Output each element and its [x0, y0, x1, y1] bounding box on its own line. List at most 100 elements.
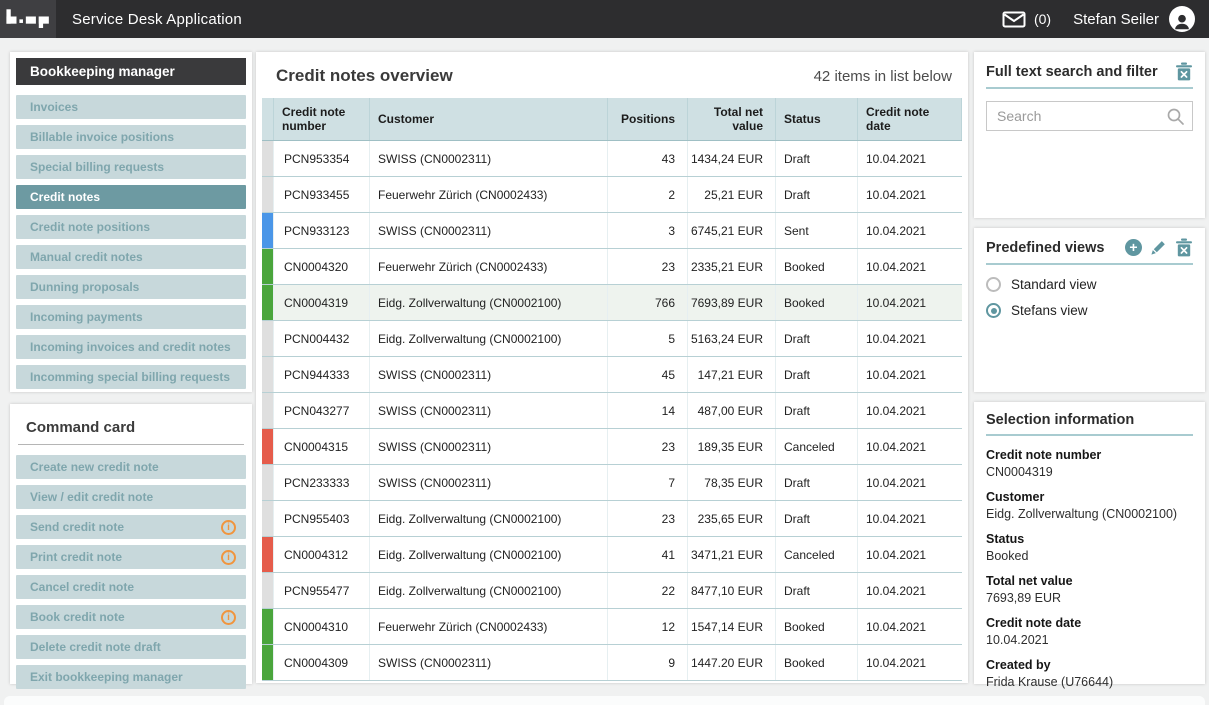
cell-customer: Feuerwehr Zürich (CN0002433): [370, 177, 608, 212]
table-row[interactable]: CN0004309 SWISS (CN0002311) 9 1447.20 EU…: [262, 645, 962, 681]
table-body: PCN953354 SWISS (CN0002311) 43 1434,24 E…: [262, 141, 962, 681]
status-strip-header: [262, 98, 274, 140]
sidebar-item[interactable]: Invoices: [16, 95, 246, 119]
table-row[interactable]: PCN233333 SWISS (CN0002311) 7 78,35 EUR …: [262, 465, 962, 501]
column-header[interactable]: Status: [776, 98, 858, 140]
delete-view-button[interactable]: [1175, 238, 1193, 257]
sidebar-item[interactable]: Dunning proposals: [16, 275, 246, 299]
cell-total-net-value: 2335,21 EUR: [688, 249, 776, 284]
table-row[interactable]: CN0004319 Eidg. Zollverwaltung (CN000210…: [262, 285, 962, 321]
cell-credit-note-date: 10.04.2021: [866, 295, 927, 310]
cell-total-net-value: 189,35 EUR: [688, 429, 776, 464]
sidebar-item[interactable]: Manual credit notes: [16, 245, 246, 269]
cell-positions: 766: [608, 285, 688, 320]
cell-credit-note-number: CN0004312: [274, 537, 370, 572]
radio-button[interactable]: [986, 303, 1001, 318]
cell-credit-note-number: PCN953354: [274, 141, 370, 176]
command-button[interactable]: Print credit note i: [16, 545, 246, 569]
table-row[interactable]: PCN944333 SWISS (CN0002311) 45 147,21 EU…: [262, 357, 962, 393]
cell-credit-note-date: 10.04.2021: [866, 331, 927, 346]
sidebar-item[interactable]: Incomming special billing requests: [16, 365, 246, 389]
cell-credit-note-number: PCN955403: [274, 501, 370, 536]
sidebar-item-label: Billable invoice positions: [30, 130, 175, 144]
sidebar-item[interactable]: Special billing requests: [16, 155, 246, 179]
mailbox-button[interactable]: (0): [1002, 11, 1051, 28]
views-panel-header: Predefined views +: [986, 238, 1193, 265]
row-status-strip: [262, 429, 274, 464]
cell-positions: 9: [608, 645, 688, 680]
view-option[interactable]: Standard view: [986, 277, 1193, 292]
table-row[interactable]: CN0004315 SWISS (CN0002311) 23 189,35 EU…: [262, 429, 962, 465]
trash-icon: [1176, 238, 1192, 257]
sidebar-item[interactable]: Incoming payments: [16, 305, 246, 329]
cell-customer: SWISS (CN0002311): [370, 465, 608, 500]
table-row[interactable]: CN0004310 Feuerwehr Zürich (CN0002433) 1…: [262, 609, 962, 645]
command-button[interactable]: Book credit note i: [16, 605, 246, 629]
column-header[interactable]: Customer: [370, 98, 608, 140]
row-status-strip: [262, 393, 274, 428]
cell-positions: 2: [608, 177, 688, 212]
command-button[interactable]: Create new credit note i: [16, 455, 246, 479]
sidebar-item-label: Special billing requests: [30, 160, 165, 174]
cell-total-net-value: 5163,24 EUR: [688, 321, 776, 356]
cell-total-net-value: 78,35 EUR: [688, 465, 776, 500]
cell-total-net-value: 8477,10 EUR: [688, 573, 776, 608]
view-option[interactable]: Stefans view: [986, 303, 1193, 318]
cell-credit-note-date: 10.04.2021: [866, 403, 927, 418]
selection-field-label: Credit note date: [986, 616, 1082, 630]
sidebar-item-label: Incomming special billing requests: [30, 370, 231, 384]
row-status-strip: [262, 141, 274, 176]
table-row[interactable]: PCN953354 SWISS (CN0002311) 43 1434,24 E…: [262, 141, 962, 177]
selection-field-value: Frida Krause (U76644): [986, 675, 1114, 689]
cell-positions: 43: [608, 141, 688, 176]
table-row[interactable]: PCN955403 Eidg. Zollverwaltung (CN000210…: [262, 501, 962, 537]
sidebar-item[interactable]: Billable invoice positions: [16, 125, 246, 149]
table-row[interactable]: PCN955477 Eidg. Zollverwaltung (CN000210…: [262, 573, 962, 609]
cell-total-net-value: 487,00 EUR: [688, 393, 776, 428]
cell-positions: 23: [608, 249, 688, 284]
info-icon: i: [221, 549, 236, 565]
cell-credit-note-number: PCN933455: [274, 177, 370, 212]
command-button[interactable]: Exit bookkeeping manager i: [16, 665, 246, 689]
cell-status: Booked: [776, 645, 858, 680]
edit-view-button[interactable]: [1150, 239, 1167, 256]
radio-button[interactable]: [986, 277, 1001, 292]
command-button[interactable]: Delete credit note draft i: [16, 635, 246, 659]
cell-status: Booked: [776, 285, 858, 320]
table-row[interactable]: PCN933455 Feuerwehr Zürich (CN0002433) 2…: [262, 177, 962, 213]
sidebar-menu: Invoices Billable invoice positions Spec…: [16, 95, 246, 389]
table-row[interactable]: PCN004432 Eidg. Zollverwaltung (CN000210…: [262, 321, 962, 357]
table-row[interactable]: CN0004312 Eidg. Zollverwaltung (CN000210…: [262, 537, 962, 573]
column-header[interactable]: Credit note date: [858, 98, 962, 140]
add-view-button[interactable]: +: [1125, 239, 1142, 256]
column-header[interactable]: Credit note number: [274, 98, 370, 140]
cell-total-net-value: 3471,21 EUR: [688, 537, 776, 572]
info-icon: i: [221, 519, 236, 535]
table-row[interactable]: PCN933123 SWISS (CN0002311) 3 6745,21 EU…: [262, 213, 962, 249]
command-card: Command card Create new credit note i Vi…: [10, 404, 252, 689]
table-row[interactable]: PCN043277 SWISS (CN0002311) 14 487,00 EU…: [262, 393, 962, 429]
cell-credit-note-number: PCN944333: [274, 357, 370, 392]
cell-customer: Eidg. Zollverwaltung (CN0002100): [370, 321, 608, 356]
command-button-label: Cancel credit note: [30, 580, 135, 594]
search-input[interactable]: [986, 101, 1193, 131]
sidebar-item[interactable]: Credit notes: [16, 185, 246, 209]
command-button-label: Exit bookkeeping manager: [30, 670, 183, 684]
command-button[interactable]: Send credit note i: [16, 515, 246, 539]
cell-status: Draft: [776, 393, 858, 428]
cell-positions: 3: [608, 213, 688, 248]
cell-credit-note-number: PCN004432: [274, 321, 370, 356]
cell-customer: SWISS (CN0002311): [370, 141, 608, 176]
selection-field: Total net value 7693,89 EUR: [986, 574, 1193, 605]
selection-field-value: 7693,89 EUR: [986, 591, 1062, 605]
sidebar-item[interactable]: Credit note positions: [16, 215, 246, 239]
command-buttons: Create new credit note i View / edit cre…: [16, 455, 246, 689]
clear-search-button[interactable]: [1175, 62, 1193, 81]
sidebar-item[interactable]: Incoming invoices and credit notes: [16, 335, 246, 359]
table-row[interactable]: CN0004320 Feuerwehr Zürich (CN0002433) 2…: [262, 249, 962, 285]
column-header[interactable]: Total net value: [688, 98, 776, 140]
user-menu[interactable]: Stefan Seiler: [1073, 6, 1195, 32]
command-button[interactable]: View / edit credit note i: [16, 485, 246, 509]
command-button[interactable]: Cancel credit note i: [16, 575, 246, 599]
column-header[interactable]: Positions: [608, 98, 688, 140]
